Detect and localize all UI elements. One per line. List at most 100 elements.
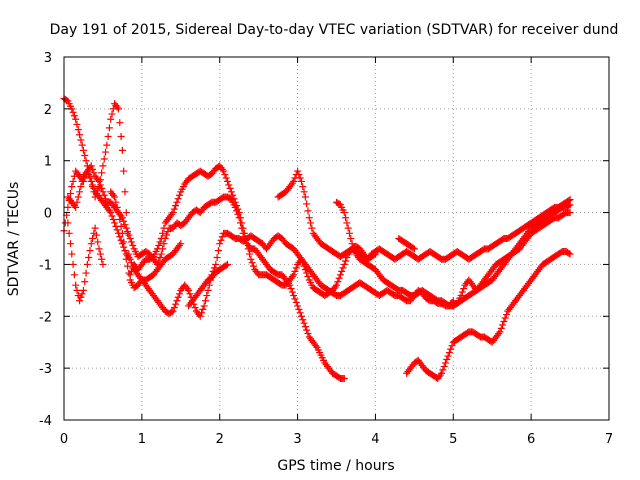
data-point [105, 124, 113, 132]
data-point [218, 165, 226, 173]
data-point [125, 250, 133, 258]
data-point [83, 260, 91, 268]
data-point [99, 162, 107, 170]
data-point [118, 229, 126, 237]
data-point [169, 209, 177, 217]
data-point [222, 261, 230, 269]
data-point [443, 356, 451, 363]
data-point [217, 236, 225, 244]
data-point [121, 221, 129, 229]
data-point [186, 290, 194, 298]
data-point [74, 193, 82, 201]
series-arc-e [274, 167, 574, 263]
y-tick-label: 3 [44, 51, 52, 66]
data-point [70, 271, 78, 279]
data-point [448, 342, 456, 350]
data-point [438, 369, 446, 377]
x-tick-label: 6 [527, 432, 535, 447]
x-tick-label: 3 [293, 432, 301, 447]
data-point [290, 271, 298, 279]
data-point [81, 152, 89, 160]
data-point [108, 212, 116, 220]
data-point [216, 240, 224, 248]
data-point [566, 209, 574, 217]
data-point [196, 312, 204, 320]
data-point [120, 238, 128, 246]
data-point [83, 167, 91, 175]
data-point [444, 352, 452, 360]
data-point [566, 201, 574, 209]
data-point [291, 295, 299, 303]
data-point [156, 238, 164, 246]
data-point [105, 207, 113, 215]
chart-title: Day 191 of 2015, Sidereal Day-to-day VTE… [50, 22, 619, 38]
data-point [107, 209, 115, 217]
data-point [94, 238, 102, 246]
y-tick-label: 0 [44, 207, 52, 222]
data-point [122, 255, 130, 263]
data-point [172, 300, 180, 308]
data-point [68, 183, 76, 191]
data-point [296, 174, 304, 182]
data-point [98, 255, 106, 263]
data-point [94, 186, 102, 194]
data-point [235, 209, 243, 217]
data-point [95, 245, 103, 253]
data-point [297, 177, 305, 185]
data-point [124, 262, 132, 270]
data-point [73, 198, 81, 206]
grid-lines [64, 57, 609, 420]
y-tick-label: -3 [39, 362, 52, 377]
data-point [169, 307, 177, 315]
data-point [170, 205, 178, 213]
data-point [125, 269, 133, 277]
data-point [91, 193, 99, 201]
data-point [238, 219, 246, 227]
data-point [236, 214, 244, 222]
data-point [153, 245, 161, 253]
data-point [64, 219, 72, 227]
data-point [340, 260, 348, 268]
data-point [287, 285, 295, 293]
data-point [91, 224, 99, 232]
data-point [436, 371, 444, 379]
data-point [239, 224, 247, 232]
data-point [242, 235, 250, 242]
data-point [64, 203, 72, 211]
data-point [502, 311, 510, 319]
data-point [495, 330, 503, 338]
series-arc-j [333, 198, 574, 310]
data-point [174, 293, 182, 301]
data-point [334, 278, 342, 286]
data-point [294, 167, 302, 175]
data-point [111, 193, 119, 201]
data-point [82, 157, 90, 165]
data-point [214, 247, 222, 255]
data-point [344, 224, 352, 232]
data-point [288, 179, 296, 187]
data-point [89, 183, 97, 191]
data-point [102, 148, 110, 156]
data-point [82, 269, 90, 277]
data-point [99, 260, 107, 268]
data-point [301, 193, 309, 201]
data-point [81, 278, 89, 286]
x-tick-label: 4 [371, 432, 379, 447]
data-point [442, 359, 449, 367]
data-point [308, 224, 316, 232]
data-point [116, 215, 124, 223]
data-point [69, 177, 77, 185]
data-point [168, 308, 176, 316]
data-point [118, 146, 126, 154]
data-point [127, 238, 135, 246]
data-point [87, 177, 95, 185]
data-point [335, 274, 343, 282]
data-point [303, 200, 311, 208]
data-point [244, 245, 252, 253]
data-point [445, 349, 453, 357]
data-point [116, 119, 124, 127]
data-point [79, 146, 87, 154]
data-point [295, 171, 303, 179]
data-point [230, 195, 238, 203]
